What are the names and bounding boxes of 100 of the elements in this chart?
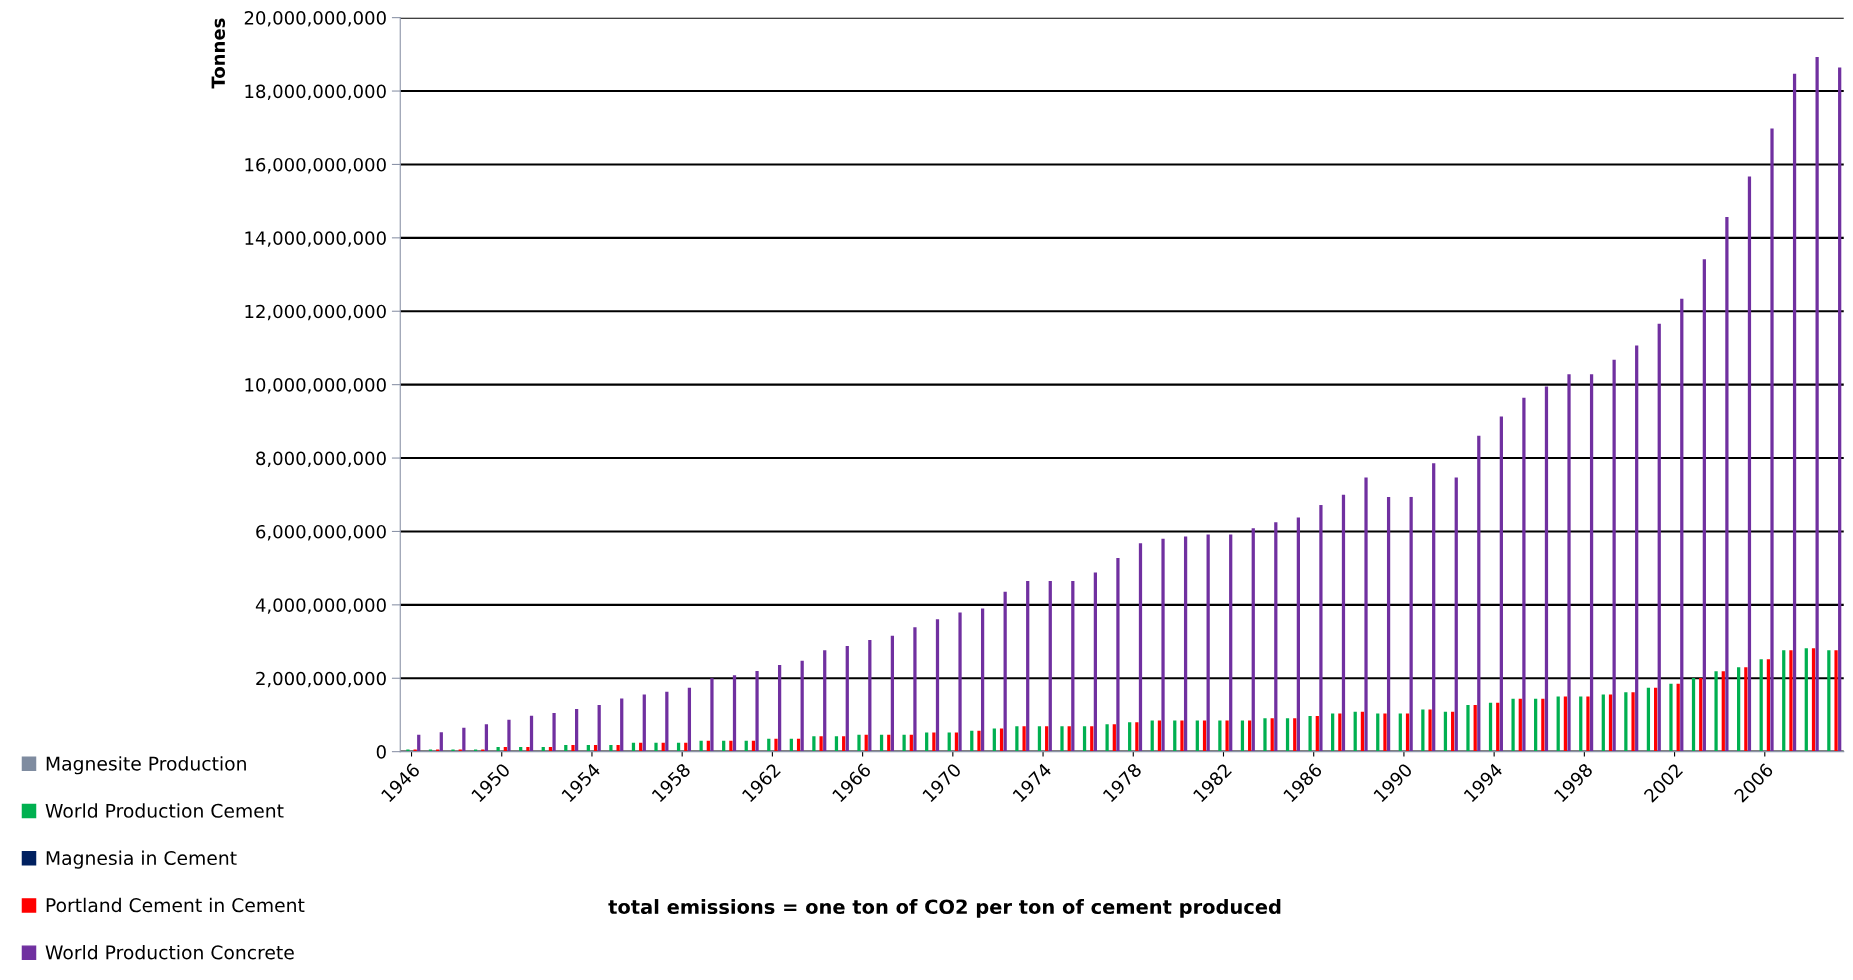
bar (1601, 694, 1605, 752)
bar (1699, 677, 1703, 752)
bar (1128, 722, 1132, 752)
bar (1631, 692, 1635, 752)
bar (526, 746, 530, 752)
bar (507, 719, 511, 752)
bar (1398, 713, 1402, 752)
bar (1586, 696, 1590, 752)
bar (1544, 386, 1549, 752)
bar (823, 650, 827, 752)
bar (1744, 667, 1748, 752)
bar (1293, 718, 1297, 752)
bar (406, 749, 410, 752)
y-tick-label: 6,000,000,000 (256, 524, 386, 541)
legend-label: Portland Cement in Cement (46, 897, 305, 913)
bar (1646, 687, 1651, 752)
bar (1589, 374, 1594, 752)
bar (1274, 522, 1278, 752)
bar (1383, 713, 1387, 752)
bar (1496, 702, 1500, 752)
bar (1353, 711, 1357, 752)
bar (1676, 683, 1680, 752)
bar (1691, 677, 1696, 752)
bar (1157, 720, 1162, 752)
bar (620, 698, 624, 752)
bar (729, 740, 733, 752)
bar (1421, 709, 1425, 752)
bar (1541, 698, 1545, 752)
bar (1654, 687, 1658, 752)
bar (1451, 711, 1455, 752)
bar (597, 705, 601, 752)
bar (1454, 477, 1458, 752)
bar (857, 734, 861, 752)
bar (552, 713, 556, 752)
bar (1409, 496, 1413, 752)
bar (1338, 713, 1342, 752)
bar (842, 736, 846, 752)
bar (1026, 581, 1030, 752)
bar (1827, 650, 1831, 752)
bar (1612, 359, 1616, 752)
bar (1714, 671, 1718, 752)
bar (1428, 709, 1432, 752)
bar (1364, 477, 1368, 752)
bar (642, 694, 646, 752)
y-tick-label: 14,000,000,000 (245, 231, 386, 247)
bar (1680, 298, 1684, 752)
bar (1067, 726, 1071, 752)
bar (868, 640, 872, 752)
bar (1766, 659, 1771, 752)
bar (1473, 705, 1477, 752)
y-tick-label: 12,000,000,000 (245, 304, 386, 321)
bar (1811, 648, 1816, 752)
bar (1161, 538, 1165, 752)
bar (1386, 496, 1391, 752)
bar (1105, 724, 1109, 752)
bar (1150, 720, 1154, 752)
bar (1090, 726, 1094, 752)
bar (1579, 696, 1583, 752)
bar (571, 745, 575, 752)
y-tick-label: 4,000,000,000 (255, 598, 386, 614)
bar (1657, 323, 1661, 752)
y-tick-label: 10,000,000,000 (245, 378, 386, 394)
bar (1082, 726, 1087, 752)
bar (1319, 505, 1323, 752)
bar (665, 691, 669, 752)
bar (732, 675, 737, 752)
bar (1563, 696, 1568, 752)
bar (1341, 494, 1346, 752)
bar (1048, 581, 1052, 752)
bar (1608, 694, 1613, 752)
bar (1229, 534, 1233, 752)
bar (1770, 128, 1774, 752)
bar (1725, 216, 1729, 752)
bar (1071, 581, 1075, 752)
bar (1093, 572, 1097, 752)
bar (845, 645, 849, 752)
bar (1815, 56, 1819, 752)
bar (1045, 726, 1049, 752)
bar (1782, 650, 1786, 752)
bar (1263, 718, 1267, 752)
bar (1308, 716, 1312, 752)
bar (1180, 720, 1184, 752)
y-tick-label: 20,000,000,000 (244, 11, 386, 27)
bar (980, 608, 985, 752)
bar (1376, 713, 1380, 752)
bar (1195, 720, 1199, 752)
bar (774, 738, 778, 752)
bar (1518, 698, 1522, 752)
y-tick-label: 0 (376, 745, 386, 759)
bar (462, 727, 466, 752)
bar (1240, 720, 1245, 752)
bar (529, 715, 534, 752)
y-tick-label: 18,000,000,000 (245, 84, 386, 100)
bar (1360, 711, 1365, 752)
legend-label: Magnesia in Cement (46, 850, 237, 869)
bar (800, 660, 804, 752)
y-axis-title: Tonnes (211, 18, 226, 89)
bar (932, 732, 936, 752)
bar (710, 678, 714, 752)
bar (1112, 724, 1116, 752)
